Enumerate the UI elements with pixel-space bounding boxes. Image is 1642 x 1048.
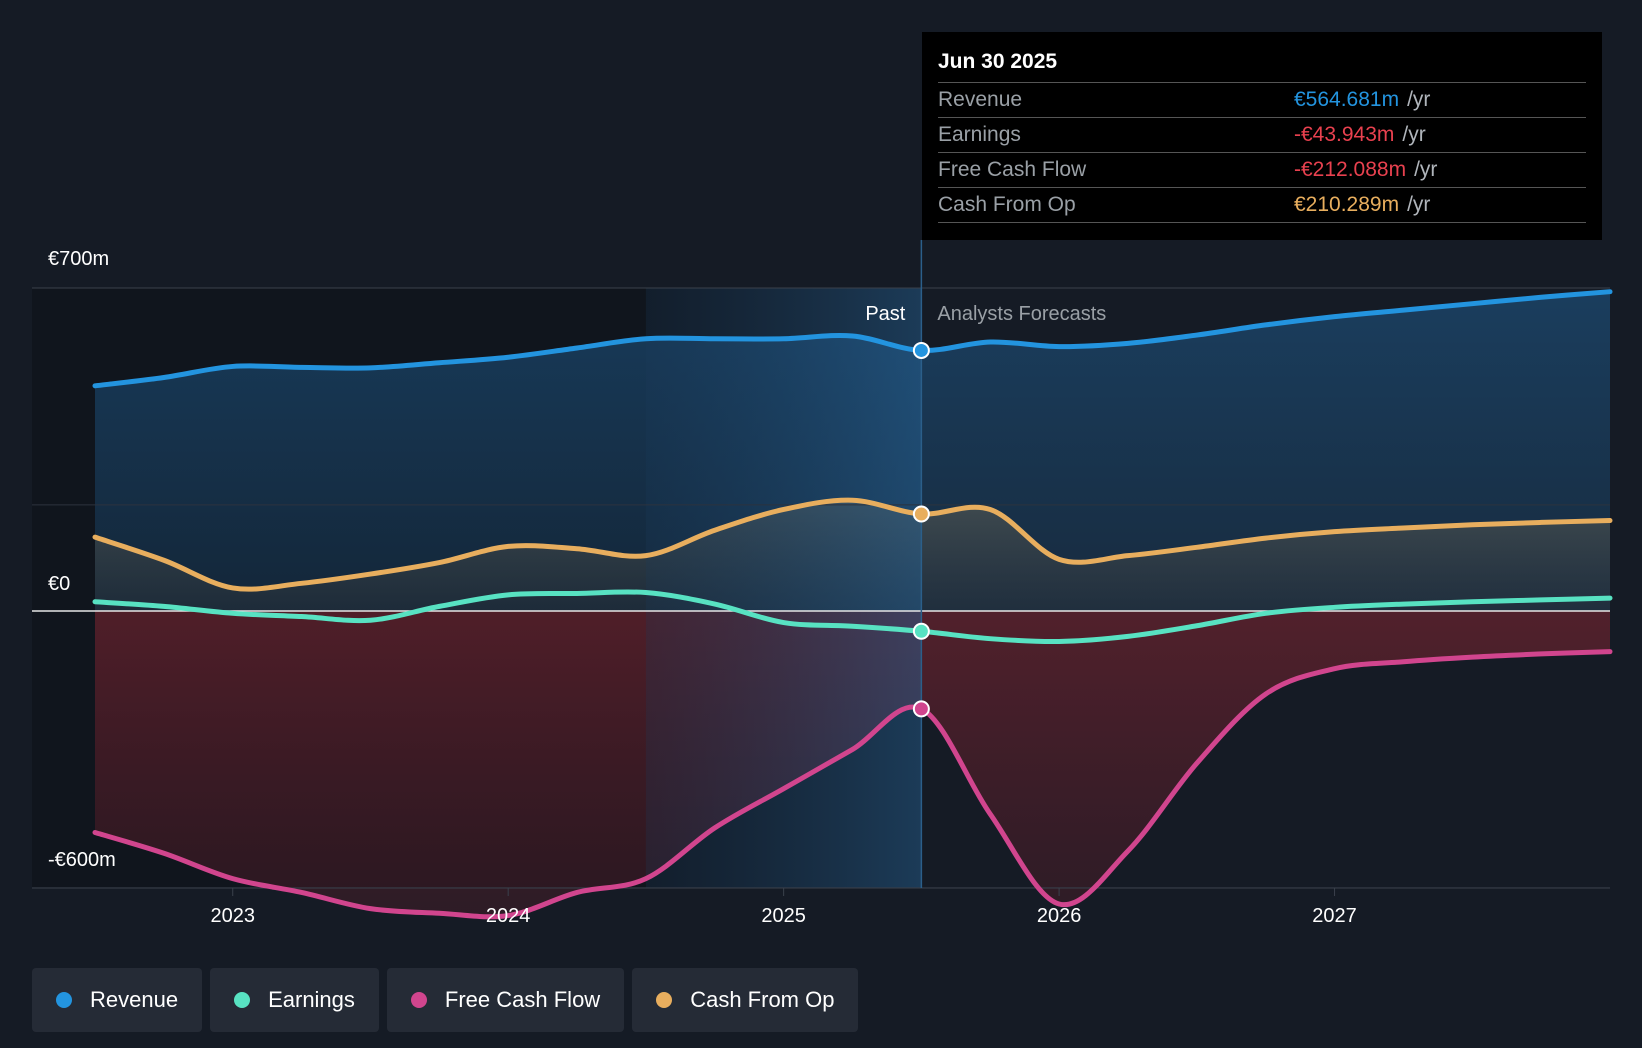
earnings-line <box>92 589 1613 645</box>
tooltip-value: -€212.088m <box>1294 158 1407 181</box>
revenue-line <box>92 289 1613 389</box>
earnings-dot-icon <box>234 992 251 1008</box>
free-cash-flow-marker <box>912 700 930 718</box>
legend-label: Revenue <box>90 987 179 1012</box>
legend-item-earnings[interactable]: Earnings <box>210 968 379 1032</box>
x-tick-label: 2023 <box>210 905 255 927</box>
past-label: Past <box>865 303 905 325</box>
x-tick-label: 2026 <box>1037 905 1082 927</box>
hover-tooltip: Jun 30 2025 Revenue €564.681m /yr Earnin… <box>922 32 1602 240</box>
tooltip-row-revenue: Revenue €564.681m /yr <box>938 83 1586 118</box>
axis-labels: €700m €0 -€600m 2023 2024 2025 2026 2027 Past Ana… <box>48 248 1357 927</box>
legend-item-revenue[interactable]: Revenue <box>32 968 203 1032</box>
tooltip-value: €564.681m <box>1294 88 1400 111</box>
earnings-marker <box>912 622 930 640</box>
x-tick-label: 2027 <box>1312 905 1357 927</box>
revenue-dot-icon <box>56 992 72 1008</box>
y-tick-label: -€600m <box>48 849 116 871</box>
legend-label: Cash From Op <box>690 987 835 1012</box>
tooltip-row-earnings: Earnings -€43.943m /yr <box>938 118 1586 153</box>
legend-item-free-cash-flow[interactable]: Free Cash Flow <box>386 968 625 1032</box>
cash-from-op-marker <box>912 505 930 523</box>
tooltip-label: Revenue <box>938 88 1023 111</box>
tooltip-unit: /yr <box>1407 88 1431 111</box>
tooltip-date: Jun 30 2025 <box>938 46 1586 83</box>
series-lines <box>92 289 1613 920</box>
free-cash-flow-dot-icon <box>410 992 427 1008</box>
forecast-label: Analysts Forecasts <box>937 303 1106 325</box>
tooltip-unit: /yr <box>1414 158 1438 181</box>
tooltip-label: Free Cash Flow <box>938 158 1087 181</box>
tooltip-unit: /yr <box>1407 193 1431 216</box>
tooltip-row-cash-from-op: Cash From Op €210.289m /yr <box>938 188 1586 223</box>
y-tick-label: €0 <box>48 573 70 595</box>
tooltip-label: Cash From Op <box>938 193 1076 216</box>
legend: Revenue Earnings Free Cash Flow Cash Fro… <box>32 968 859 1032</box>
hover-markers <box>912 341 930 718</box>
free-cash-flow-line <box>92 649 1613 920</box>
free-cash-flow-area <box>95 611 1610 917</box>
tooltip-value: €210.289m <box>1294 193 1400 216</box>
x-tick-label: 2025 <box>761 905 806 927</box>
x-tick-label: 2024 <box>486 905 531 927</box>
chart-canvas: €700m €0 -€600m 2023 2024 2025 2026 2027 Past Ana… <box>32 240 1613 927</box>
tooltip-value: -€43.943m <box>1294 123 1395 146</box>
revenue-marker <box>912 341 930 359</box>
tooltip-row-free-cash-flow: Free Cash Flow -€212.088m /yr <box>938 153 1586 188</box>
gridlines <box>32 287 1610 889</box>
tooltip-label: Earnings <box>938 123 1021 146</box>
y-tick-label: €700m <box>48 248 109 270</box>
legend-label: Earnings <box>268 987 355 1012</box>
cash-from-op-dot-icon <box>656 992 673 1008</box>
legend-label: Free Cash Flow <box>444 987 601 1012</box>
cash-from-op-line <box>92 497 1613 592</box>
tooltip-unit: /yr <box>1402 123 1426 146</box>
legend-item-cash-from-op[interactable]: Cash From Op <box>632 968 859 1032</box>
highlight-region <box>645 288 922 888</box>
